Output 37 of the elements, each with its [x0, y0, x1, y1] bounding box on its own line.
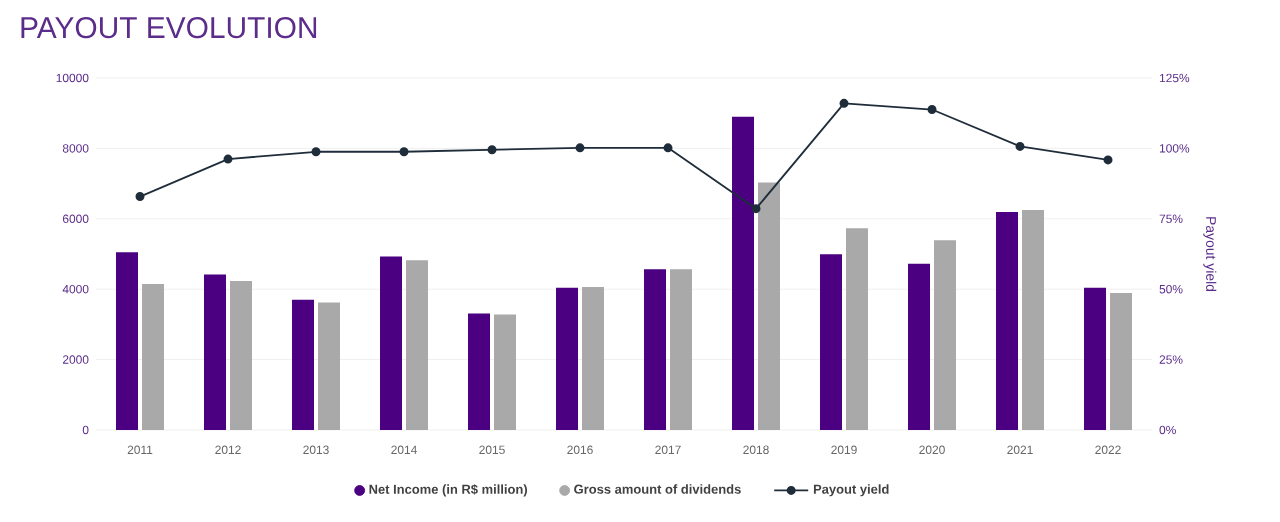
point	[487, 145, 497, 155]
bar	[556, 287, 579, 430]
bar	[1110, 293, 1133, 430]
bar	[758, 182, 781, 430]
bar	[908, 263, 931, 430]
bar	[116, 252, 138, 430]
bar	[204, 274, 226, 430]
bar	[380, 256, 403, 430]
point	[223, 154, 233, 164]
bar	[934, 240, 957, 430]
point	[575, 143, 585, 153]
bar	[292, 299, 315, 430]
point	[927, 105, 937, 115]
point	[399, 147, 409, 157]
bar	[494, 314, 517, 430]
bar	[820, 254, 843, 430]
bar	[1022, 210, 1045, 430]
bar	[318, 302, 341, 430]
point	[1015, 141, 1025, 151]
bar	[142, 283, 164, 430]
bar	[732, 116, 755, 430]
point	[1103, 155, 1113, 165]
point	[839, 98, 849, 108]
bar	[644, 269, 667, 430]
point	[311, 147, 321, 157]
bar	[1084, 287, 1107, 430]
point	[135, 192, 145, 202]
bar	[996, 212, 1019, 430]
bar	[230, 281, 252, 430]
bar	[846, 228, 869, 430]
bar	[582, 287, 605, 430]
bar	[406, 260, 429, 430]
bar	[468, 313, 491, 430]
point	[663, 143, 673, 153]
bar	[670, 269, 693, 430]
point	[751, 204, 761, 214]
chart-title: PAYOUT EVOLUTION	[21, 17, 317, 39]
